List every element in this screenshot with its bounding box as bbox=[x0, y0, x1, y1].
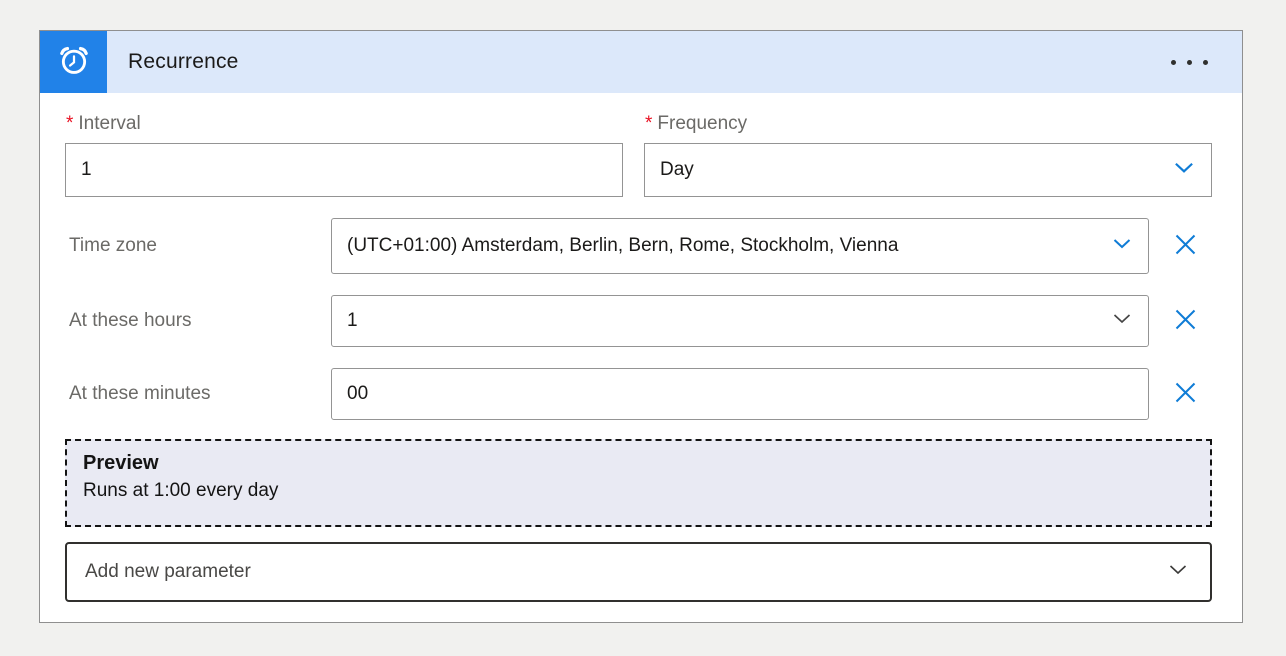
minutes-row: At these minutes bbox=[65, 368, 1212, 420]
remove-minutes-button[interactable] bbox=[1170, 379, 1200, 409]
interval-field: * Interval bbox=[65, 113, 623, 197]
chevron-down-icon bbox=[1166, 557, 1190, 587]
remove-hours-button[interactable] bbox=[1170, 306, 1200, 336]
add-new-parameter-label: Add new parameter bbox=[85, 561, 251, 582]
minutes-input[interactable] bbox=[331, 368, 1149, 420]
hours-value: 1 bbox=[347, 310, 358, 331]
frequency-dropdown[interactable]: Day bbox=[644, 143, 1212, 197]
preview-text: Runs at 1:00 every day bbox=[83, 480, 279, 501]
card-header[interactable]: Recurrence bbox=[40, 31, 1242, 93]
recurrence-card: Recurrence *Interval *Frequency Day bbox=[39, 30, 1243, 623]
interval-input[interactable] bbox=[65, 143, 623, 197]
timezone-value: (UTC+01:00) Amsterdam, Berlin, Bern, Rom… bbox=[347, 235, 899, 256]
chevron-down-icon bbox=[1110, 231, 1134, 261]
timezone-dropdown[interactable]: (UTC+01:00) Amsterdam, Berlin, Bern, Rom… bbox=[331, 218, 1149, 274]
close-icon bbox=[1172, 379, 1199, 409]
interval-frequency-row: *Interval *Frequency Day bbox=[65, 113, 1212, 197]
hours-row: At these hours 1 bbox=[65, 295, 1212, 347]
minutes-label: At these minutes bbox=[69, 383, 211, 404]
required-asterisk: * bbox=[66, 113, 74, 134]
hours-label: At these hours bbox=[69, 310, 192, 331]
timezone-label: Time zone bbox=[69, 235, 157, 256]
interval-label: * Interval bbox=[66, 113, 141, 134]
alarm-clock-icon bbox=[56, 42, 92, 83]
frequency-value: Day bbox=[660, 159, 694, 180]
chevron-down-icon bbox=[1110, 306, 1134, 336]
add-new-parameter-dropdown[interactable]: Add new parameter bbox=[65, 542, 1212, 602]
close-icon bbox=[1172, 231, 1199, 261]
frequency-field: * Frequency Day bbox=[644, 113, 1212, 197]
timezone-row: Time zone (UTC+01:00) Amsterdam, Berlin,… bbox=[65, 218, 1212, 274]
hours-dropdown[interactable]: 1 bbox=[331, 295, 1149, 347]
preview-box: Preview Runs at 1:00 every day bbox=[65, 439, 1212, 527]
card-body: *Interval *Frequency Day Time zone bbox=[40, 93, 1242, 622]
close-icon bbox=[1172, 306, 1199, 336]
remove-timezone-button[interactable] bbox=[1170, 231, 1200, 261]
trigger-icon-tile bbox=[40, 31, 107, 93]
required-asterisk: * bbox=[645, 113, 653, 134]
ellipsis-menu-button[interactable] bbox=[1165, 50, 1214, 75]
frequency-label: * Frequency bbox=[645, 113, 748, 134]
preview-title: Preview bbox=[83, 452, 159, 474]
chevron-down-icon bbox=[1171, 154, 1197, 186]
card-title: Recurrence bbox=[128, 50, 239, 73]
